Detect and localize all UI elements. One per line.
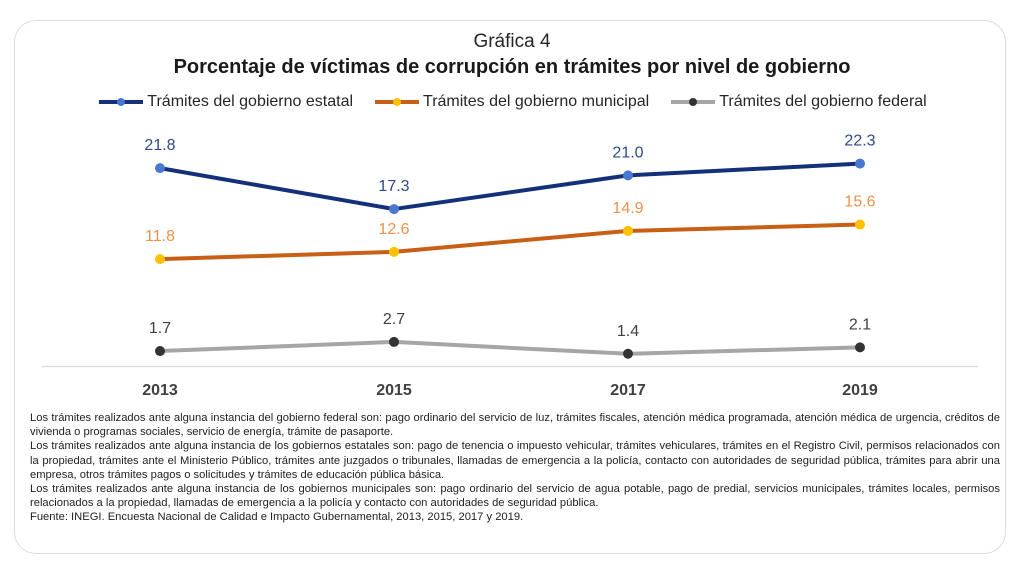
data-label: 2.1 bbox=[849, 316, 871, 333]
legend-item-municipal: Trámites del gobierno municipal bbox=[373, 93, 649, 111]
data-point bbox=[855, 158, 865, 169]
legend-label-municipal: Trámites del gobierno municipal bbox=[423, 93, 650, 110]
data-point bbox=[155, 346, 165, 357]
legend-label-federal: Trámites del gobierno federal bbox=[719, 93, 927, 110]
chart-label: Gráfica 4 bbox=[473, 31, 551, 52]
data-label: 15.6 bbox=[844, 194, 875, 211]
data-label: 21.0 bbox=[612, 144, 643, 161]
data-point bbox=[155, 254, 165, 265]
data-point bbox=[155, 163, 165, 174]
data-label: 12.6 bbox=[378, 221, 409, 238]
data-point bbox=[855, 219, 865, 230]
legend-label-estatal: Trámites del gobierno estatal bbox=[147, 93, 354, 110]
data-point bbox=[855, 342, 865, 353]
data-label: 22.3 bbox=[844, 133, 875, 150]
legend-marker-federal bbox=[671, 98, 716, 106]
x-tick-label: 2017 bbox=[610, 382, 646, 399]
footnotes: Los trámites realizados ante alguna inst… bbox=[30, 411, 1000, 525]
data-label: 21.8 bbox=[144, 137, 175, 154]
series-line-1 bbox=[158, 222, 862, 262]
legend-item-estatal: Trámites del gobierno estatal bbox=[97, 93, 353, 111]
data-point bbox=[389, 336, 399, 347]
data-label: 14.9 bbox=[612, 200, 643, 217]
note-estatal: Los trámites realizados ante alguna inst… bbox=[30, 440, 1000, 481]
legend-item-federal: Trámites del gobierno federal bbox=[669, 93, 927, 111]
series-line-2 bbox=[158, 339, 862, 356]
chart-legend: Trámites del gobierno estatal Trámites d… bbox=[0, 93, 1024, 111]
data-point bbox=[389, 204, 399, 215]
line-chart: 2013 2015 2017 2019 21.8 17.3 21.0 22.3 11.8 12.6… bbox=[42, 133, 978, 399]
note-source: Fuente: INEGI. Encuesta Nacional de Cali… bbox=[30, 511, 524, 524]
data-label: 2.7 bbox=[383, 311, 405, 328]
data-label: 11.8 bbox=[145, 228, 175, 245]
x-tick-label: 2013 bbox=[142, 382, 178, 399]
data-label: 1.4 bbox=[617, 323, 639, 340]
series-line-0 bbox=[158, 161, 862, 212]
legend-marker-estatal bbox=[99, 98, 144, 106]
chart-title: Porcentaje de víctimas de corrupción en … bbox=[173, 56, 851, 78]
note-federal: Los trámites realizados ante alguna inst… bbox=[30, 412, 1000, 439]
data-point bbox=[623, 170, 633, 181]
data-point bbox=[389, 246, 399, 257]
legend-marker-municipal bbox=[375, 98, 420, 106]
data-point bbox=[623, 348, 633, 359]
data-label: 17.3 bbox=[378, 178, 409, 195]
x-tick-label: 2015 bbox=[376, 382, 412, 399]
x-tick-label: 2019 bbox=[842, 382, 878, 399]
data-point bbox=[623, 225, 633, 236]
chart-card bbox=[14, 20, 1006, 554]
data-label: 1.7 bbox=[149, 320, 171, 337]
note-municipal: Los trámites realizados ante alguna inst… bbox=[30, 483, 1000, 510]
